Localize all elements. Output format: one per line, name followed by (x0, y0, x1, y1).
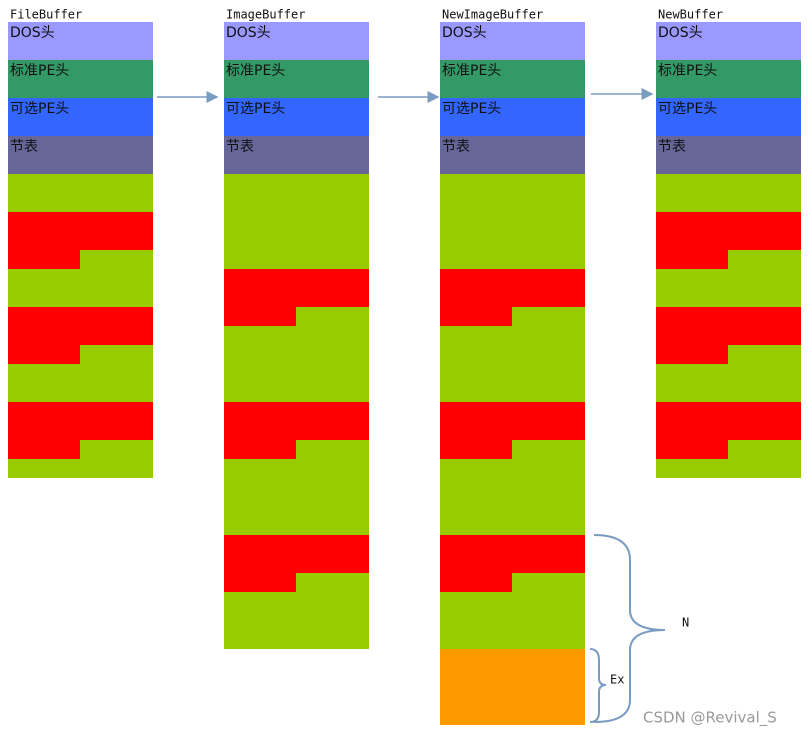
section-block (8, 212, 153, 250)
column-title: ImageBuffer (226, 8, 305, 22)
column-title: NewImageBuffer (442, 8, 543, 22)
section-block (656, 402, 801, 440)
header-label: 节表 (10, 139, 38, 155)
section-block (8, 250, 80, 269)
header-label: 标准PE头 (226, 63, 285, 79)
header-label: DOS头 (658, 25, 703, 41)
header-block (8, 136, 153, 174)
header-block (8, 98, 153, 136)
section-block (8, 402, 153, 440)
section-block (224, 573, 296, 592)
header-block (656, 98, 801, 136)
section-block (656, 345, 728, 364)
section-block (440, 573, 512, 592)
header-block (224, 22, 369, 60)
header-block (224, 60, 369, 98)
section-block (656, 212, 801, 250)
header-block (224, 98, 369, 136)
brace-label: Ex (610, 673, 624, 687)
section-block (224, 535, 369, 573)
header-block (8, 22, 153, 60)
brace-label: N (682, 616, 689, 630)
brace-n (593, 534, 666, 723)
section-block (224, 269, 369, 307)
header-label: DOS头 (10, 25, 55, 41)
section-block (440, 307, 512, 326)
header-block (440, 60, 585, 98)
header-block (440, 98, 585, 136)
header-block (8, 60, 153, 98)
section-block (224, 402, 369, 440)
header-label: 标准PE头 (10, 63, 69, 79)
braces (589, 534, 666, 723)
header-block (440, 136, 585, 174)
column-title: FileBuffer (10, 8, 82, 22)
section-block (656, 250, 728, 269)
section-block (656, 307, 801, 345)
section-block (8, 307, 153, 345)
header-label: 节表 (442, 139, 470, 155)
header-label: 节表 (226, 139, 254, 155)
arrows (157, 88, 654, 103)
watermark: CSDN @Revival_S (643, 709, 777, 728)
header-label: 可选PE头 (10, 101, 69, 117)
header-block (224, 136, 369, 174)
header-label: DOS头 (226, 25, 271, 41)
header-label: 可选PE头 (226, 101, 285, 117)
header-label: 可选PE头 (658, 101, 717, 117)
section-block (224, 440, 296, 459)
header-label: 标准PE头 (658, 63, 717, 79)
section-block (656, 440, 728, 459)
new-section (440, 649, 585, 725)
header-block (440, 22, 585, 60)
brace-ex (589, 648, 607, 723)
header-label: 节表 (658, 139, 686, 155)
header-label: DOS头 (442, 25, 487, 41)
section-block (224, 307, 296, 326)
column-title: NewBuffer (658, 8, 723, 22)
header-block (656, 136, 801, 174)
section-block (440, 535, 585, 573)
section-block (440, 440, 512, 459)
section-block (440, 402, 585, 440)
header-block (656, 60, 801, 98)
header-label: 标准PE头 (442, 63, 501, 79)
section-block (8, 440, 80, 459)
section-block (440, 269, 585, 307)
section-block (8, 345, 80, 364)
header-block (656, 22, 801, 60)
header-label: 可选PE头 (442, 101, 501, 117)
